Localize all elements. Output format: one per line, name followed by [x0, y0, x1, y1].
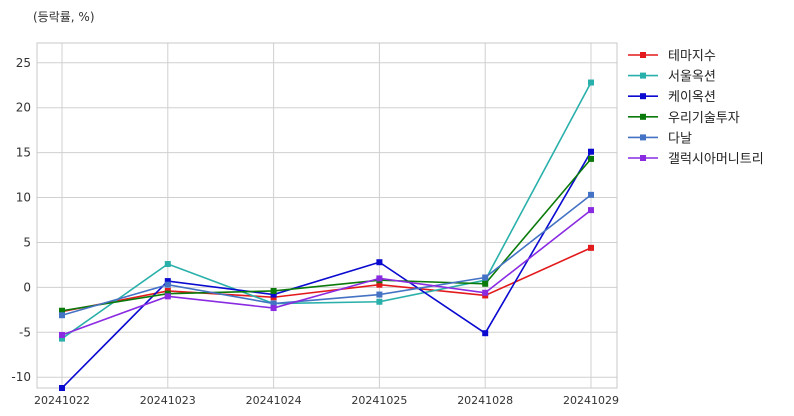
data-point: [164, 281, 171, 288]
legend-marker: [640, 93, 646, 100]
legend-label: 케이옥션: [668, 90, 716, 105]
legend-label: 우리기술투자: [668, 111, 740, 126]
data-point: [588, 148, 594, 155]
data-point: [59, 307, 65, 314]
data-point: [270, 287, 277, 294]
data-point: [588, 244, 594, 251]
legend-marker: [640, 113, 646, 120]
legend-label: 서울옥션: [668, 70, 716, 85]
series-line-2: [61, 151, 592, 389]
data-point: [482, 289, 489, 296]
plot-frame: [36, 42, 618, 389]
data-point: [376, 259, 383, 266]
y-tick-label: 20: [16, 101, 31, 115]
data-point: [164, 278, 171, 285]
data-point: [164, 261, 171, 268]
grid-lines: [37, 43, 617, 388]
y-tick-label: 0: [23, 280, 31, 294]
unit-label: (등락률, %): [33, 10, 95, 24]
data-point: [270, 291, 277, 298]
data-point: [376, 281, 383, 288]
x-tick-label: 20241025: [351, 394, 407, 407]
series-layer: [59, 79, 594, 391]
legend-label: 테마지수: [668, 49, 716, 64]
x-tick-label: 20241024: [246, 394, 302, 407]
x-tick-label: 20241023: [140, 394, 196, 407]
y-tick-label: 25: [16, 56, 31, 70]
y-tick-label: 10: [16, 191, 31, 205]
data-point: [376, 291, 383, 298]
data-point: [270, 305, 277, 312]
data-point: [164, 293, 171, 300]
data-point: [59, 335, 65, 342]
x-tick-label: 20241028: [457, 394, 513, 407]
legend-label: 갤럭시아머니트리: [668, 152, 764, 167]
data-point: [59, 312, 65, 319]
data-point: [376, 275, 383, 282]
data-point: [270, 300, 277, 307]
legend-marker: [640, 155, 646, 161]
legend-marker: [640, 72, 646, 79]
x-tick-label: 20241029: [563, 394, 619, 407]
legend-marker: [640, 52, 646, 58]
legend-marker: [640, 134, 646, 141]
series-line-1: [61, 82, 592, 340]
series-line-5: [61, 209, 592, 336]
data-point: [588, 207, 594, 214]
data-point: [59, 331, 65, 338]
data-point: [482, 274, 489, 281]
y-tick-label: -10: [11, 370, 31, 384]
data-point: [59, 385, 65, 391]
plot-border: [36, 42, 618, 389]
data-point: [588, 191, 594, 198]
y-tick-label: 15: [16, 146, 31, 160]
y-tick-label: -5: [19, 325, 31, 339]
legend-label: 다날: [668, 131, 692, 146]
series-line-4: [61, 194, 592, 316]
data-point: [376, 298, 383, 305]
y-tick-label: 5: [23, 235, 31, 249]
data-point: [588, 155, 594, 162]
series-line-0: [61, 247, 592, 313]
x-axis-ticks: 20241022 20241023 20241024 20241025 20241028…: [34, 394, 619, 407]
data-point: [482, 330, 489, 337]
x-tick-label: 20241022: [34, 394, 90, 407]
y-axis-ticks: -10 -5 0 5 10 15 20 25: [11, 56, 31, 384]
data-point: [588, 79, 594, 86]
data-point: [482, 280, 489, 287]
